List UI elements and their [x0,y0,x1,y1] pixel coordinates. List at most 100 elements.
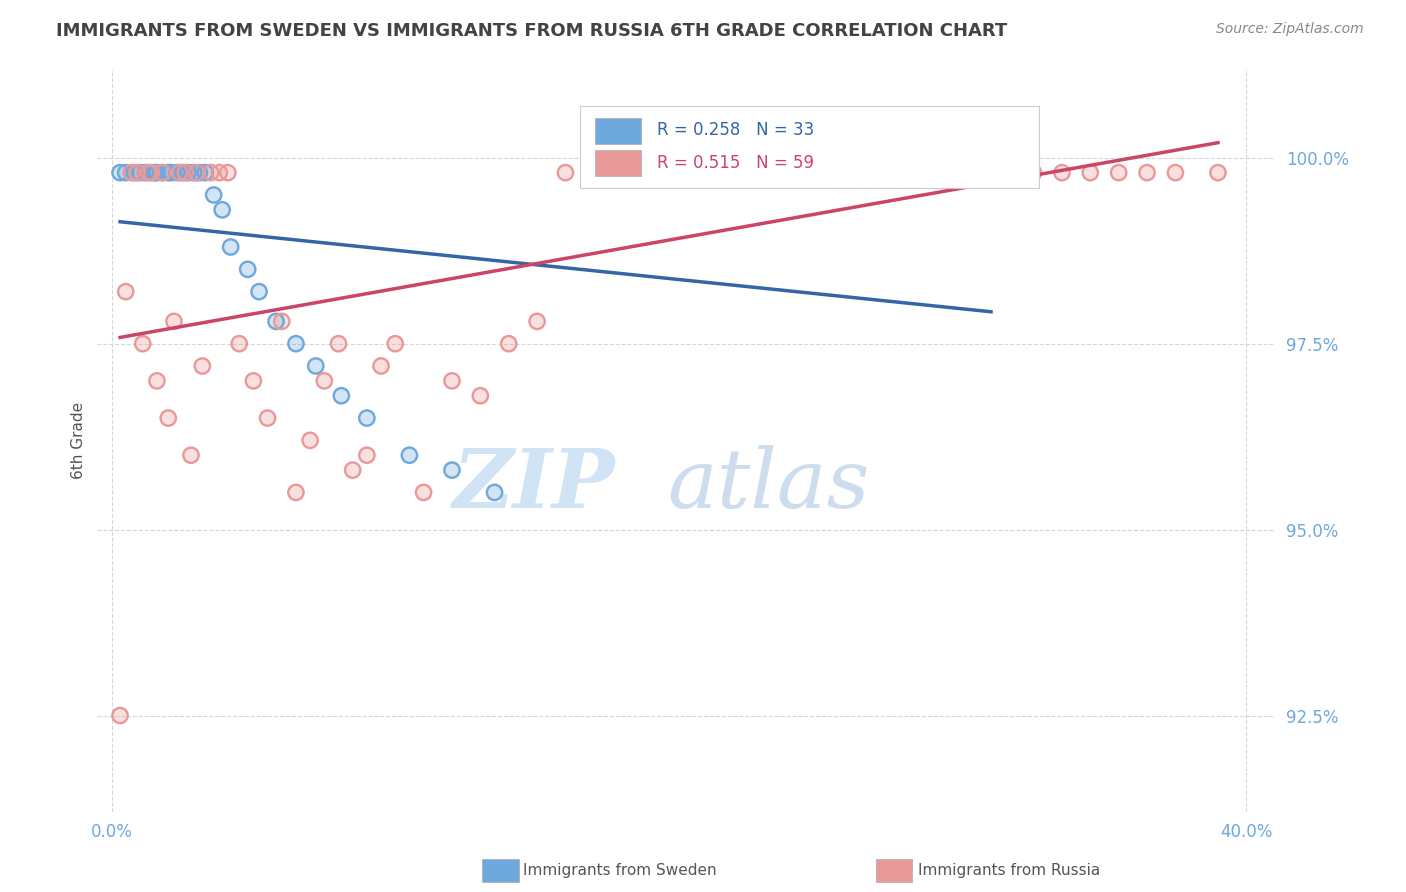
Point [314,374,336,388]
Point [202,188,225,202]
Point [152,166,174,180]
Point [163,314,186,328]
Point [810,166,832,180]
Point [908,166,931,180]
Point [1136,166,1159,180]
Point [157,411,180,425]
Point [202,188,225,202]
Point [938,166,960,180]
Point [180,448,202,462]
Point [356,448,378,462]
Point [498,336,520,351]
Point [183,166,205,180]
Point [824,166,846,180]
Point [172,166,194,180]
Point [342,463,364,477]
Point [398,448,420,462]
Point [654,166,676,180]
Point [191,359,214,373]
Point [108,708,131,723]
Point [824,166,846,180]
Point [219,240,242,254]
Point [796,166,818,180]
Point [270,314,292,328]
Point [498,336,520,351]
Point [188,166,211,180]
Point [183,166,205,180]
Point [682,166,704,180]
Point [626,166,648,180]
Point [114,285,136,299]
Point [768,166,790,180]
Point [174,166,197,180]
Point [141,166,163,180]
Point [108,166,131,180]
Point [194,166,217,180]
Point [256,411,278,425]
Point [356,411,378,425]
Point [328,336,350,351]
Point [160,166,183,180]
Point [122,166,145,180]
Point [328,336,350,351]
Point [596,166,619,180]
Point [966,166,988,180]
Point [314,374,336,388]
Point [738,166,761,180]
Point [738,166,761,180]
Point [219,240,242,254]
Point [412,485,434,500]
Point [440,374,463,388]
Point [177,166,200,180]
Point [228,336,250,351]
Point [994,166,1017,180]
Point [370,359,392,373]
Point [217,166,239,180]
Point [141,166,163,180]
Point [1022,166,1045,180]
Point [654,166,676,180]
Point [1206,166,1229,180]
Point [1022,166,1045,180]
Point [256,411,278,425]
Point [108,166,131,180]
Point [242,374,264,388]
Point [211,202,233,217]
Point [330,389,353,403]
Point [796,166,818,180]
Point [157,166,180,180]
Point [342,463,364,477]
Point [180,448,202,462]
Text: ZIP: ZIP [453,445,616,525]
Point [146,166,169,180]
Point [966,166,988,180]
Point [484,485,506,500]
Point [120,166,142,180]
Point [114,166,136,180]
Text: atlas: atlas [668,445,870,525]
Point [710,166,733,180]
Point [264,314,287,328]
Point [129,166,152,180]
Point [152,166,174,180]
Point [138,166,160,180]
Text: R = 0.258   N = 33: R = 0.258 N = 33 [657,120,814,138]
Point [125,166,148,180]
Point [1136,166,1159,180]
Point [236,262,259,277]
Point [526,314,548,328]
Point [211,202,233,217]
Point [157,411,180,425]
Point [626,166,648,180]
Point [146,166,169,180]
Point [440,463,463,477]
Point [186,166,208,180]
Point [1078,166,1101,180]
Point [596,166,619,180]
Point [852,166,875,180]
Text: Immigrants from Russia: Immigrants from Russia [918,863,1101,878]
Text: IMMIGRANTS FROM SWEDEN VS IMMIGRANTS FROM RUSSIA 6TH GRADE CORRELATION CHART: IMMIGRANTS FROM SWEDEN VS IMMIGRANTS FRO… [56,22,1008,40]
Point [208,166,231,180]
Point [200,166,222,180]
Point [554,166,576,180]
